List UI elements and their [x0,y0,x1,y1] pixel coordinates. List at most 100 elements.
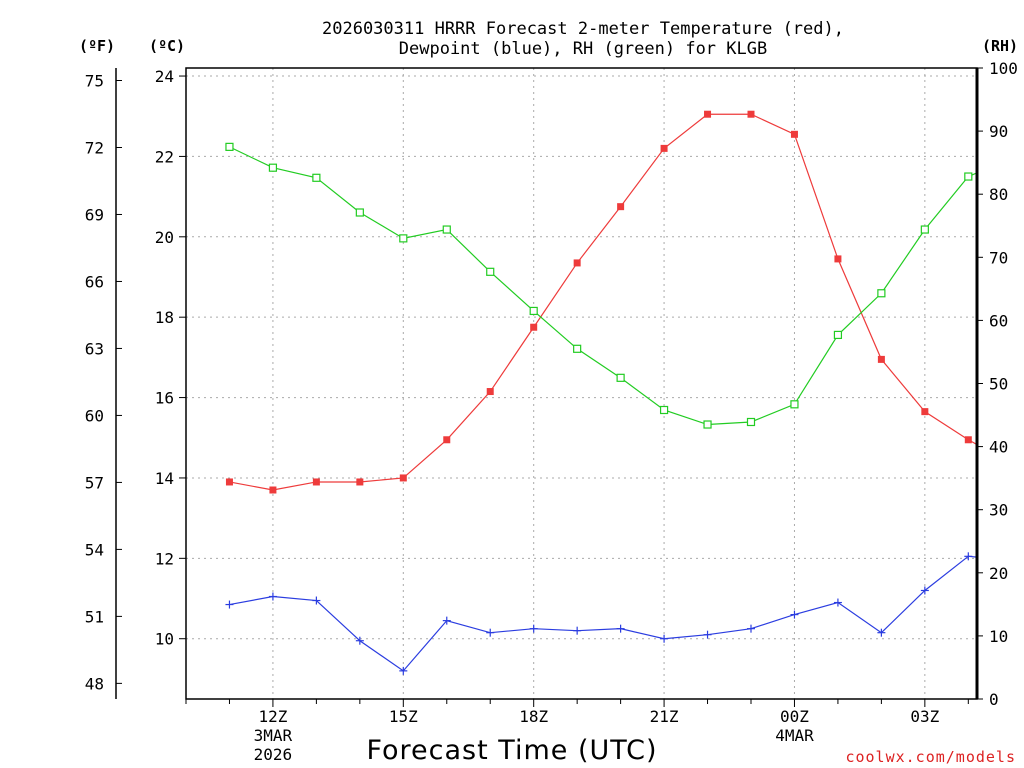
rh-tick-label: 90 [989,122,1008,141]
rh-tick-label: 10 [989,627,1008,646]
rh-point [920,225,929,234]
celsius-tick-label: 14 [155,469,174,488]
temperature-point [704,110,712,118]
celsius-tick-label: 20 [155,228,174,247]
rh-point [703,420,712,429]
dewpoint-point [877,628,886,637]
temperature-point [747,110,755,118]
rh-point [268,163,278,172]
temperature-point [530,323,538,331]
x-tick-label: 12Z [258,707,287,726]
fahrenheit-tick-label: 75 [85,72,104,91]
temperature-line [229,113,977,491]
chart-axes [115,67,983,707]
x-tick-year: 2026 [254,745,293,764]
fahrenheit-tick-label: 72 [85,138,104,157]
rh-tick-label: 70 [989,248,1008,267]
rh-point [616,373,625,382]
dewpoint-point [833,598,842,607]
temperature-point [225,478,233,486]
rh-tick-label: 100 [989,59,1018,78]
dewpoint-point [1008,556,1016,564]
fahrenheit-axis-unit: (ºF) [79,37,115,55]
dewpoint-point [225,600,234,609]
dewpoint-point [660,634,669,643]
series-layer [225,110,1016,675]
celsius-tick-label: 18 [155,308,174,327]
dewpoint-point [920,586,929,595]
x-tick-label: 03Z [910,707,939,726]
fahrenheit-tick-label: 60 [85,406,104,425]
rh-point [442,225,451,234]
celsius-tick-label: 12 [155,549,174,568]
rh-line [229,146,977,426]
chart-title-line1: 2026030311 HRRR Forecast 2-meter Tempera… [322,19,844,39]
temperature-point [312,478,320,486]
fahrenheit-tick-label: 51 [85,607,104,626]
x-tick-label: 00Z [780,707,809,726]
x-tick-label: 21Z [650,707,679,726]
x-axis-label: Forecast Time (UTC) [366,735,657,766]
fahrenheit-tick-label: 66 [85,272,104,291]
dewpoint-point [268,592,277,601]
celsius-tick-label: 22 [155,147,174,166]
rh-axis-unit: (RH) [982,37,1018,55]
source-credit: coolwx.com/models [845,748,1016,766]
temperature-point [834,255,842,263]
rh-point [790,400,799,409]
rh-point [355,208,364,217]
rh-point [833,330,843,340]
chart-title-line2: Dewpoint (blue), RH (green) for KLGB [399,39,767,59]
rh-point [877,289,886,298]
fahrenheit-tick-label: 54 [85,540,104,559]
rh-point [1008,155,1015,162]
fahrenheit-tick-label: 63 [85,339,104,358]
temperature-point [269,486,277,494]
dewpoint-line [229,555,977,672]
temperature-point [617,203,625,211]
dewpoint-point [790,610,799,619]
rh-tick-label: 60 [989,311,1008,330]
dewpoint-point [529,624,538,633]
temperature-point [660,144,668,152]
dewpoint-point [355,636,364,645]
temperature-point [356,478,364,486]
rh-point [964,172,973,181]
temperature-point [790,130,798,138]
tick-labels: 10 12 14 16 18 20 22 24 48 51 54 57 60 63 66 69 72 75 0 10 2… [85,59,1018,764]
dewpoint-point [486,628,495,637]
celsius-tick-label: 24 [155,67,174,86]
chart-grid [186,68,977,699]
rh-point [746,417,756,427]
rh-tick-label: 0 [989,690,999,709]
fahrenheit-tick-label: 69 [85,205,104,224]
celsius-tick-label: 10 [155,630,174,649]
dewpoint-point [442,616,451,625]
x-tick-date: 3MAR [254,726,293,745]
dewpoint-point [399,666,408,675]
temperature-point [443,436,451,444]
dewpoint-point [703,630,712,639]
fahrenheit-tick-label: 57 [85,473,104,492]
rh-point [573,344,582,353]
celsius-tick-label: 16 [155,389,174,408]
celsius-axis-unit: (ºC) [149,37,185,55]
fahrenheit-tick-label: 48 [85,674,104,693]
rh-tick-label: 30 [989,501,1008,520]
plot-frame [185,67,978,700]
temperature-point [1008,460,1015,467]
rh-point [312,173,321,182]
x-tick-date: 4MAR [775,726,814,745]
rh-point [659,405,669,415]
temperature-point [877,355,885,363]
temperature-point [964,436,972,444]
dewpoint-point [312,596,321,605]
rh-point [225,142,234,151]
rh-point [486,267,495,276]
rh-point [399,234,408,243]
rh-point [529,306,538,316]
temperature-point [921,408,929,416]
temperature-point [573,259,581,267]
dewpoint-point [964,552,973,561]
